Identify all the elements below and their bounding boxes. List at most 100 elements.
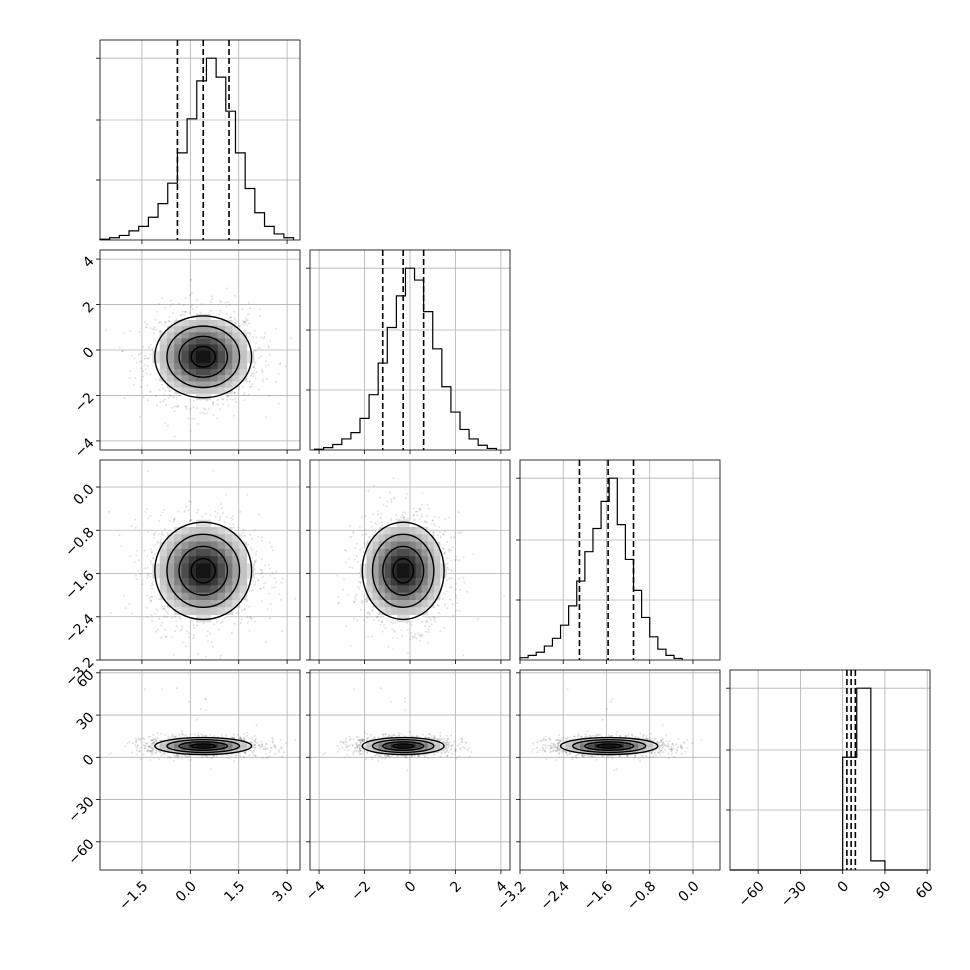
density-cell — [403, 527, 410, 535]
density-cell — [196, 534, 204, 542]
scatter-point — [425, 620, 428, 623]
density-cell — [397, 548, 404, 557]
scatter-point — [223, 520, 226, 523]
scatter-point — [368, 535, 371, 538]
scatter-point — [342, 588, 344, 591]
scatter-point — [450, 568, 453, 571]
scatter-point — [444, 584, 447, 587]
scatter-point — [446, 607, 449, 609]
scatter-point — [199, 311, 202, 314]
scatter-point — [425, 521, 428, 524]
density-cell — [232, 534, 240, 542]
density-cell — [181, 350, 190, 358]
scatter-point — [443, 530, 446, 533]
scatter-point — [433, 616, 436, 619]
scatter-point — [223, 617, 226, 619]
scatter-point — [190, 278, 193, 281]
scatter-point — [246, 319, 249, 322]
scatter-point — [164, 635, 167, 638]
scatter-point — [239, 534, 242, 536]
scatter-point — [444, 551, 446, 554]
scatter-point — [415, 637, 418, 640]
density-cell — [181, 356, 190, 364]
scatter-point — [171, 406, 174, 409]
density-cell — [225, 563, 233, 572]
scatter-point — [232, 398, 235, 401]
scatter-point — [261, 571, 264, 574]
scatter-point — [455, 588, 457, 591]
scatter-point — [384, 627, 387, 630]
scatter-point — [269, 603, 272, 606]
marginal-panel-3 — [726, 669, 931, 874]
density-cell — [210, 338, 219, 345]
scatter-point — [455, 555, 458, 558]
scatter-point — [163, 528, 166, 531]
scatter-point — [434, 620, 437, 623]
scatter-point — [420, 515, 423, 518]
scatter-point — [406, 652, 409, 654]
scatter-point — [264, 564, 267, 567]
contour-level-3 — [190, 345, 217, 368]
scatter-point — [222, 398, 225, 401]
scatter-point — [412, 514, 415, 517]
scatter-point — [410, 620, 413, 623]
scatter-point — [450, 570, 453, 573]
density-cell — [196, 607, 204, 615]
scatter-point — [442, 548, 445, 550]
scatter-point — [247, 322, 250, 325]
scatter-point — [433, 522, 435, 525]
scatter-point — [455, 582, 458, 585]
density-cell — [427, 534, 435, 542]
scatter-point — [135, 741, 138, 744]
scatter-point — [212, 401, 215, 404]
scatter-point — [413, 635, 416, 638]
density-cell — [166, 578, 175, 586]
scatter-point — [472, 552, 475, 555]
scatter-point — [206, 630, 209, 633]
density-cell — [239, 548, 248, 557]
density-cell — [181, 585, 190, 594]
density-cell — [225, 387, 233, 394]
density-cell — [174, 356, 182, 364]
scatter-point — [196, 512, 199, 514]
density-cell — [421, 563, 429, 572]
density-cell — [203, 387, 211, 394]
scatter-point — [152, 532, 155, 535]
scatter-point — [366, 611, 369, 614]
density-cell — [217, 607, 226, 615]
density-cell — [174, 556, 182, 564]
density-cell — [166, 363, 175, 370]
density-cell — [196, 375, 204, 382]
scatter-point — [140, 379, 143, 382]
scatter-point — [216, 417, 219, 420]
scatter-point — [254, 361, 257, 364]
density-cell — [217, 548, 226, 557]
scatter-point — [275, 581, 278, 584]
density-cell — [372, 556, 379, 564]
scatter-point — [211, 298, 213, 301]
density-cell — [188, 600, 197, 608]
scatter-point — [449, 586, 452, 589]
scatter-point — [170, 636, 173, 638]
scatter-point — [267, 345, 270, 348]
density-cell — [232, 541, 240, 550]
scatter-point — [401, 514, 404, 517]
scatter-point — [433, 606, 436, 609]
density-cell — [378, 534, 386, 542]
scatter-point — [234, 397, 237, 400]
density-cell — [403, 519, 410, 528]
density-cell — [181, 320, 190, 327]
scatter-point — [449, 577, 452, 580]
scatter-point — [450, 536, 453, 539]
scatter-point — [139, 573, 142, 575]
scatter-point — [152, 739, 155, 742]
scatter-point — [360, 546, 363, 549]
scatter-point — [156, 404, 158, 407]
scatter-point — [404, 496, 407, 499]
density-cell — [210, 541, 219, 550]
density-cell — [203, 585, 211, 594]
scatter-point — [254, 620, 257, 623]
scatter-point — [145, 372, 148, 375]
density-cell — [232, 578, 240, 586]
density-cell — [166, 356, 175, 364]
